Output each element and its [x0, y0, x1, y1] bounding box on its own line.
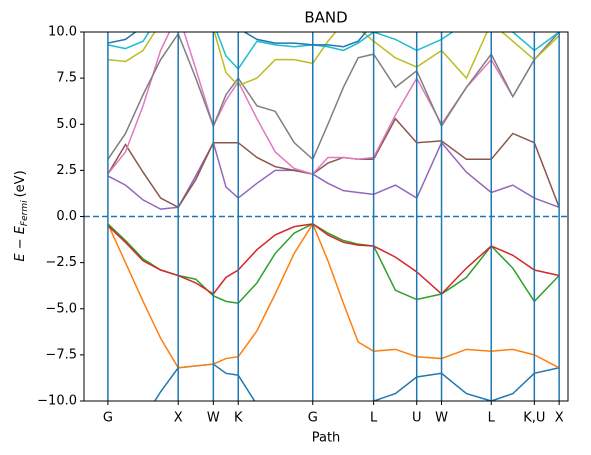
x-tick-label: K,U — [523, 411, 545, 426]
y-tick-label: 7.5 — [56, 71, 77, 86]
x-tick-label: X — [555, 411, 564, 426]
x-tick-label: K — [234, 411, 243, 426]
y-label-main: E − E — [13, 225, 28, 261]
y-label-unit: (eV) — [13, 170, 28, 197]
x-tick-label: G — [103, 411, 113, 426]
x-axis-label: Path — [312, 431, 341, 446]
y-tick-label: 5.0 — [56, 117, 77, 132]
y-tick-label: −7.5 — [45, 347, 77, 362]
y-tick-label: −5.0 — [45, 301, 77, 316]
x-tick-label: U — [412, 411, 422, 426]
y-axis-label: E − EFermi (eV) — [13, 170, 30, 261]
x-tick-label: G — [308, 411, 318, 426]
chart-title: BAND — [304, 9, 347, 27]
axes-frame — [83, 31, 569, 402]
x-tick-label: W — [435, 411, 448, 426]
y-tick-label: 2.5 — [56, 163, 77, 178]
x-tick-label: L — [488, 411, 496, 426]
y-tick-label: 0.0 — [56, 209, 77, 224]
y-tick-label: 10.0 — [48, 25, 77, 40]
x-tick-label: X — [174, 411, 183, 426]
y-label-sub: Fermi — [20, 200, 30, 226]
x-tick-label: L — [370, 411, 378, 426]
y-tick-label: −10.0 — [37, 394, 77, 409]
x-tick-label: W — [207, 411, 220, 426]
y-tick-label: −2.5 — [45, 255, 77, 270]
